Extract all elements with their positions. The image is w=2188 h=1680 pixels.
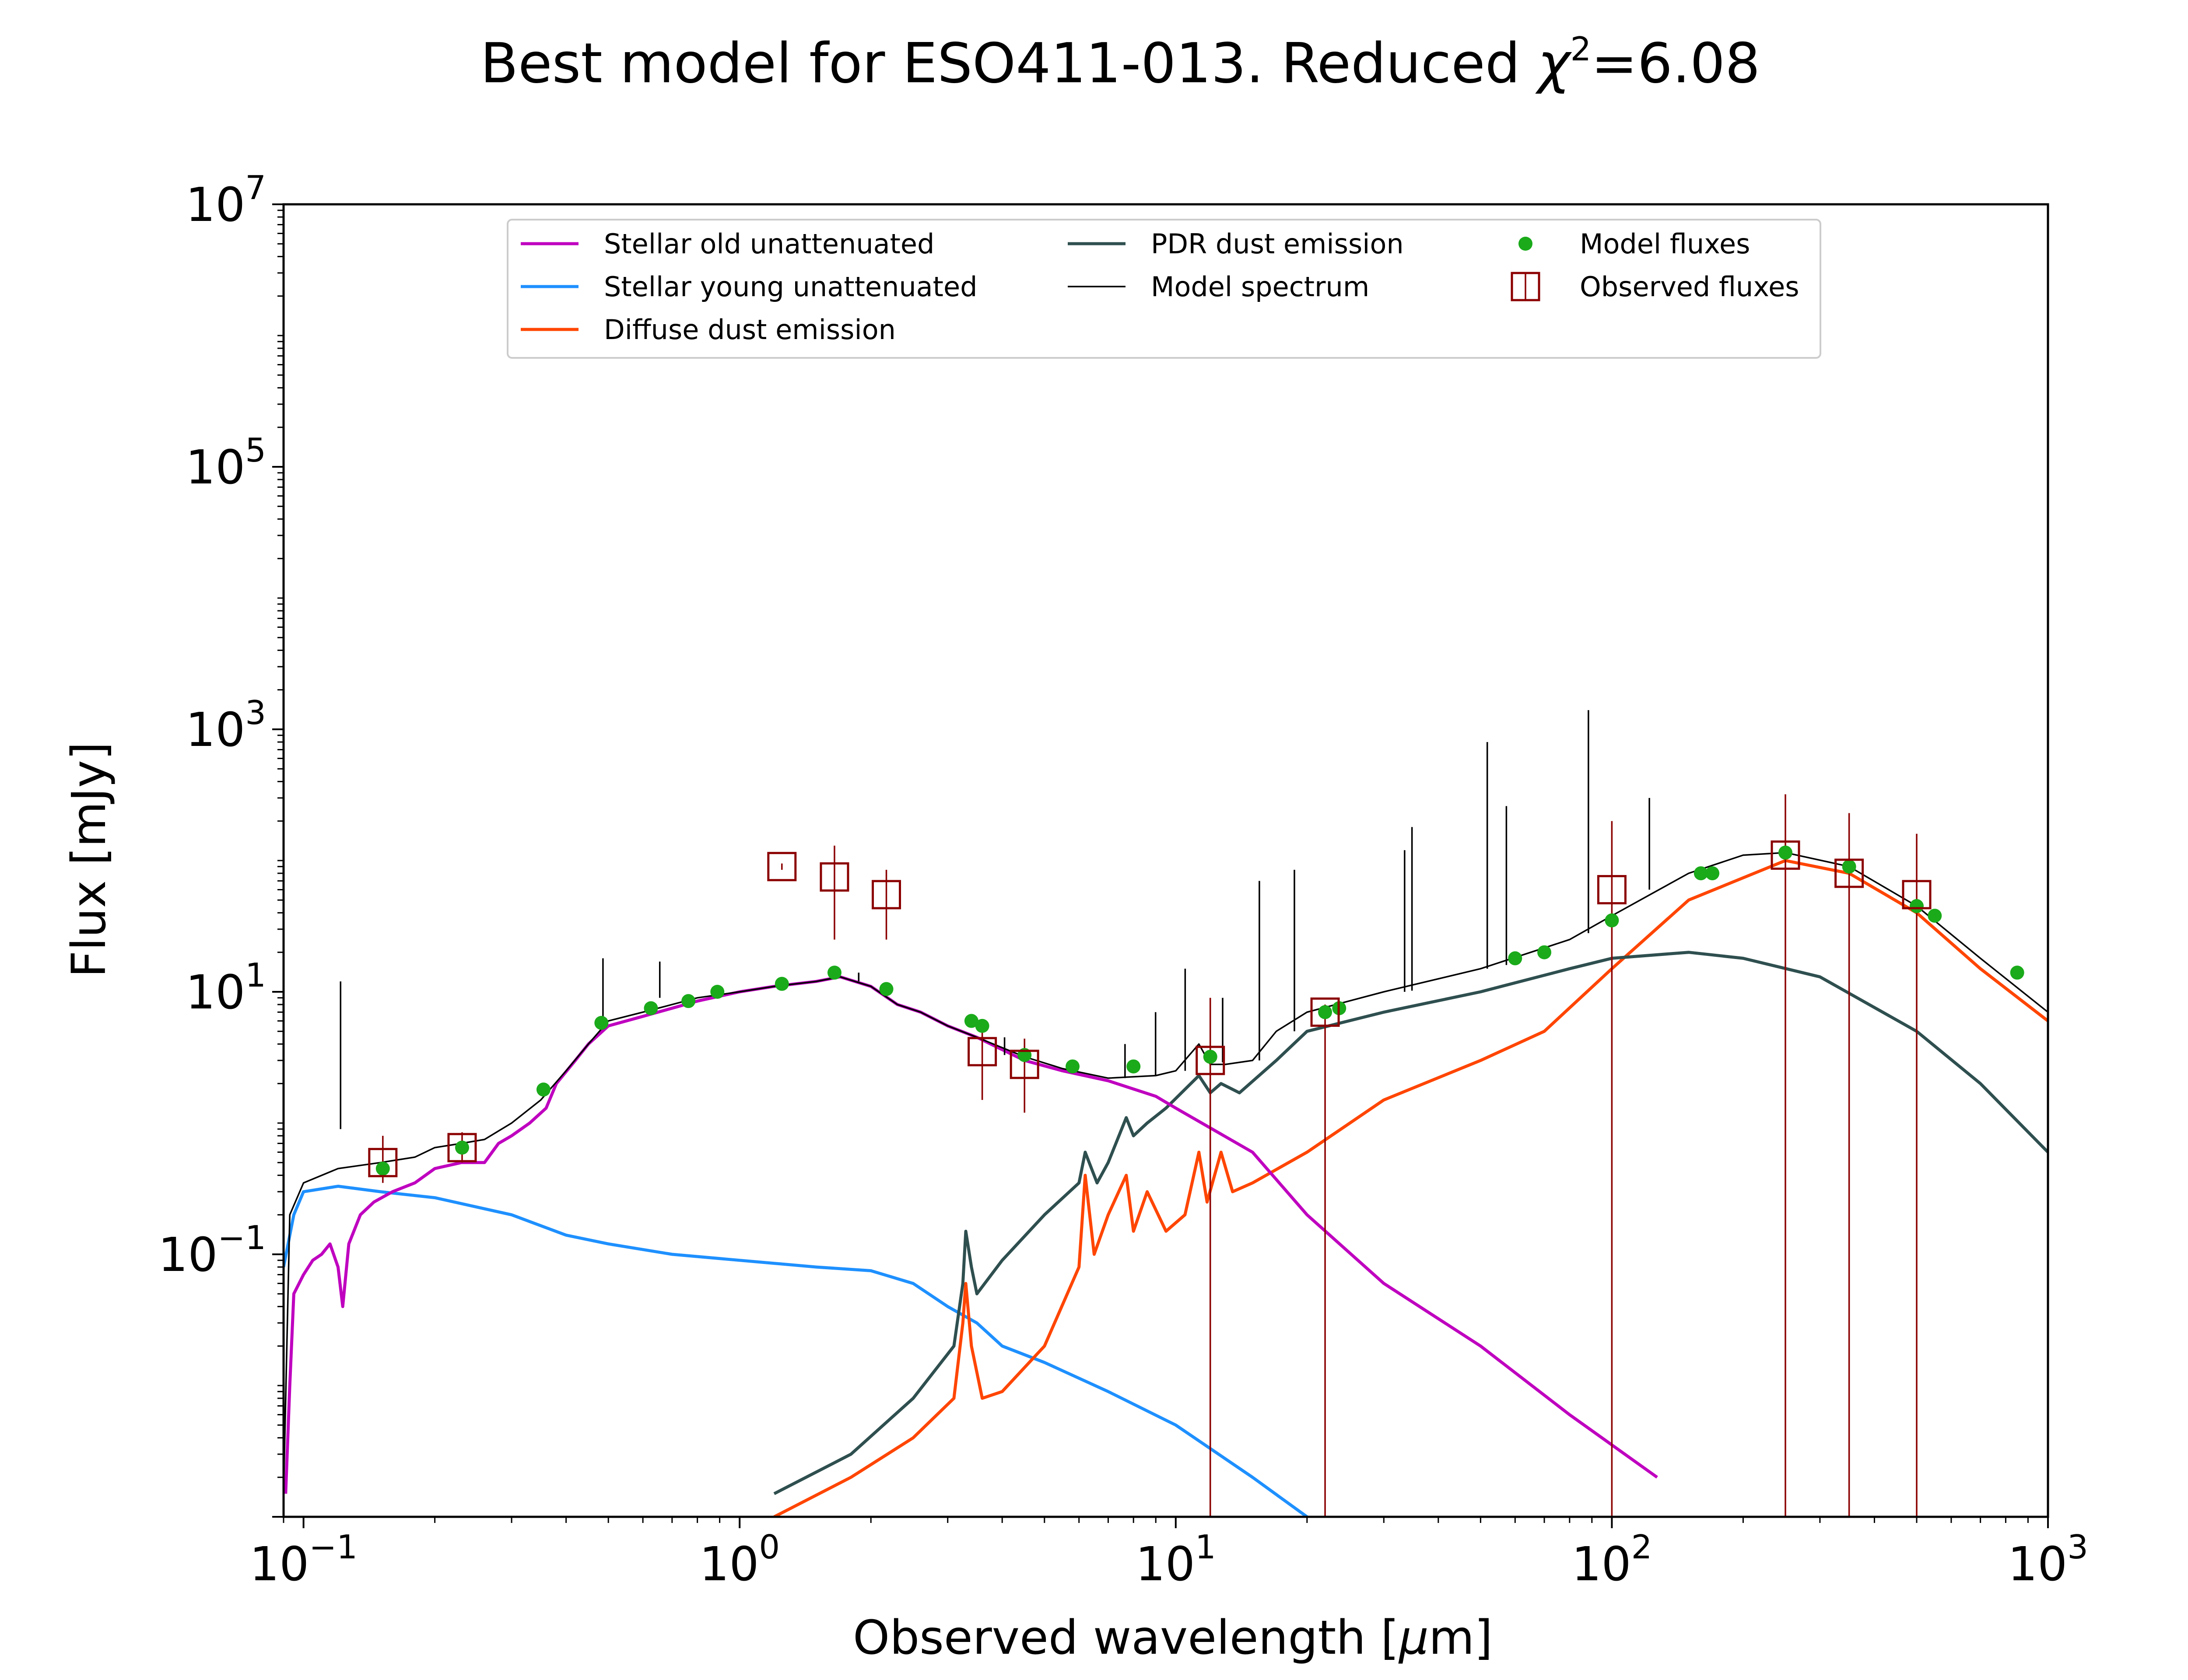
legend-label: PDR dust emission [1151, 228, 1404, 260]
model-flux-point [775, 976, 789, 991]
x-tick-label: 101 [1136, 1528, 1216, 1592]
model-flux-point [1508, 951, 1522, 966]
model-flux-point [975, 1018, 989, 1033]
legend-item-model-fluxes: Model fluxes [1518, 228, 1750, 260]
model-flux-point [964, 1014, 978, 1028]
model-flux-point [1705, 866, 1720, 881]
model-flux-point [1203, 1050, 1217, 1064]
observed-flux-point [968, 1037, 997, 1067]
series-diffuse-dust-emission [773, 859, 2048, 1517]
observed-flux-point [820, 862, 849, 892]
x-tick-label: 103 [2008, 1528, 2088, 1592]
x-axis: 10−1 100 101 102 103 [249, 1517, 2088, 1592]
y-tick-label: 103 [186, 693, 266, 757]
legend-label: Observed fluxes [1580, 271, 1799, 303]
x-tick-label: 100 [699, 1528, 780, 1592]
model-flux-point [710, 985, 725, 999]
plot-area: 10−1 100 101 102 103 10−1 101 103 105 107 [158, 168, 2088, 1592]
series-group [284, 710, 2048, 1517]
model-flux-point [1318, 1005, 1332, 1019]
observed-flux-point [447, 1133, 477, 1162]
y-tick-label: 10−1 [158, 1218, 266, 1282]
observed-flux-point [1010, 1050, 1039, 1079]
observed-flux-point [1310, 997, 1340, 1027]
observed-flux-point [1902, 880, 1932, 910]
legend-item-stellar-young-unattenuated: Stellar young unattenuated [521, 271, 977, 303]
model-flux-point [455, 1141, 469, 1155]
observed-flux-point [1771, 840, 1800, 870]
observed-flux-point [872, 880, 901, 910]
y-axis: 10−1 101 103 105 107 [158, 168, 284, 1518]
model-flux-point [1605, 913, 1619, 928]
model-flux-point [536, 1082, 551, 1097]
legend-item-model-spectrum: Model spectrum [1068, 271, 1369, 303]
model-flux-point [1928, 909, 1942, 923]
model-flux-point [1537, 945, 1552, 959]
model-flux-point [1778, 845, 1792, 860]
model-flux-point [681, 994, 696, 1008]
series-stellar-young-unattenuated [284, 1184, 1308, 1517]
chart-title: Best model for ESO411-013. Reduced χ2=6.… [480, 30, 1760, 95]
series-pdr-dust-emission [773, 951, 2048, 1495]
model-flux-point [879, 982, 894, 996]
legend-label: Stellar old unattenuated [604, 228, 934, 260]
model-flux-point [1694, 866, 1708, 881]
x-tick-label: 10−1 [249, 1528, 358, 1592]
y-tick-label: 105 [186, 431, 266, 495]
observed-flux-point [1196, 1046, 1225, 1075]
legend-item-observed-fluxes: Observed fluxes [1511, 271, 1799, 303]
observed-flux-point [767, 852, 797, 882]
legend-item-diffuse-dust-emission: Diffuse dust emission [521, 314, 896, 346]
legend-box [507, 219, 1821, 359]
model-flux-point [1066, 1059, 1080, 1074]
y-axis-label: Flux [mJy] [62, 742, 116, 977]
series-model-spectrum [284, 852, 2048, 1494]
model-flux-point [827, 966, 842, 980]
legend-item-pdr-dust-emission: PDR dust emission [1068, 228, 1404, 260]
legend-label: Model spectrum [1151, 271, 1369, 303]
model-flux-point [594, 1015, 609, 1030]
series-stellar-old-unattenuated [284, 975, 1658, 1494]
x-tick-label: 102 [1571, 1528, 1652, 1592]
model-flux-point [375, 1162, 390, 1176]
legend-swatch [1518, 237, 1532, 251]
observed-flux-point [1597, 875, 1627, 905]
x-axis-label: Observed wavelength [μm] [853, 1611, 1493, 1665]
legend-item-stellar-old-unattenuated: Stellar old unattenuated [521, 228, 934, 260]
model-flux-point [2010, 966, 2024, 980]
legend: Stellar old unattenuated Stellar young un… [507, 219, 1821, 359]
model-flux-point [1909, 899, 1924, 914]
legend-label: Stellar young unattenuated [604, 271, 977, 303]
model-flux-point [1126, 1059, 1141, 1074]
legend-label: Model fluxes [1580, 228, 1750, 260]
model-flux-point [644, 1001, 658, 1015]
observed-flux-point [1834, 858, 1864, 888]
y-tick-label: 107 [186, 168, 266, 232]
legend-label: Diffuse dust emission [604, 314, 896, 346]
observed-flux-point [368, 1148, 398, 1177]
y-tick-label: 101 [186, 956, 266, 1020]
model-flux-point [1842, 859, 1856, 874]
